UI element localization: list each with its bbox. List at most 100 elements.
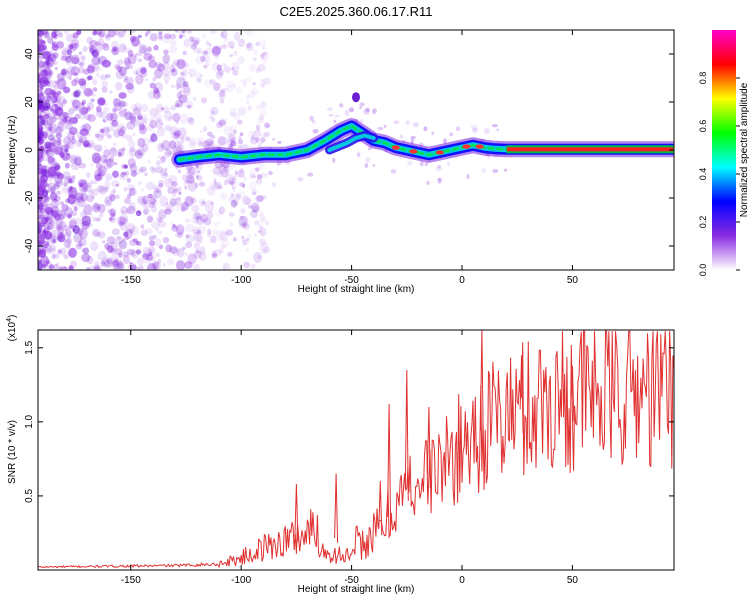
noise-blob <box>47 156 55 164</box>
x-tick-label: -150 <box>121 275 141 286</box>
noise-blob <box>67 185 74 194</box>
noise-blob <box>53 60 58 65</box>
noise-blob <box>104 196 113 207</box>
noise-blob <box>83 143 89 148</box>
noise-blob <box>208 43 213 48</box>
snr-spike <box>479 330 484 452</box>
noise-blob <box>76 132 81 139</box>
noise-blob <box>233 31 241 41</box>
noise-blob <box>42 79 48 85</box>
noise-blob <box>137 118 147 128</box>
noise-blob <box>82 186 88 192</box>
noise-blob <box>113 97 118 102</box>
noise-blob <box>423 126 428 132</box>
noise-blob <box>81 99 86 105</box>
noise-blob <box>118 240 128 250</box>
noise-blob <box>117 127 125 137</box>
noise-blob <box>212 30 217 34</box>
noise-blob <box>57 213 65 221</box>
noise-blob <box>96 185 105 193</box>
noise-blob <box>152 261 161 270</box>
noise-blob <box>249 167 259 175</box>
noise-blob <box>181 30 186 34</box>
noise-blob <box>268 170 273 176</box>
noise-blob <box>169 33 177 40</box>
noise-blob <box>43 123 52 132</box>
noise-blob <box>48 122 58 134</box>
noise-blob <box>38 160 44 170</box>
noise-blob <box>383 124 387 129</box>
noise-blob <box>65 56 73 66</box>
noise-blob <box>65 243 71 248</box>
noise-blob <box>242 195 251 205</box>
noise-blob <box>239 215 244 220</box>
noise-blob <box>56 96 62 102</box>
noise-blob <box>131 250 139 259</box>
noise-blob <box>53 183 60 190</box>
noise-blob <box>38 78 41 83</box>
noise-blob <box>103 107 110 113</box>
noise-blob <box>185 241 193 248</box>
noise-blob <box>119 213 129 222</box>
noise-blob <box>204 200 215 213</box>
noise-blob <box>212 167 222 176</box>
noise-blob <box>185 223 195 233</box>
noise-blob <box>173 59 181 66</box>
noise-blob <box>142 254 147 258</box>
noise-blob <box>66 42 77 53</box>
noise-blob <box>196 215 204 226</box>
noise-blob <box>262 45 266 50</box>
noise-blob <box>62 84 66 89</box>
noise-blob <box>62 113 73 122</box>
noise-blob <box>210 201 214 206</box>
noise-blob <box>198 240 202 244</box>
noise-blob <box>124 111 133 121</box>
noise-blob <box>419 160 424 167</box>
noise-blob <box>58 152 63 157</box>
noise-blob <box>226 179 231 184</box>
noise-blob <box>216 64 222 71</box>
noise-blob <box>240 207 246 214</box>
noise-blob <box>74 77 80 83</box>
noise-blob <box>239 208 246 214</box>
noise-blob <box>45 81 51 87</box>
noise-blob <box>74 89 82 97</box>
noise-blob <box>203 218 212 226</box>
noise-blob <box>115 262 125 270</box>
noise-blob <box>73 90 80 98</box>
noise-blob <box>160 107 165 111</box>
noise-blob <box>57 138 62 144</box>
noise-blob <box>60 201 65 206</box>
noise-blob <box>259 78 266 86</box>
noise-blob <box>110 112 118 122</box>
noise-blob <box>116 59 124 65</box>
noise-blob <box>124 108 127 112</box>
noise-blob <box>60 213 63 217</box>
noise-blob <box>101 80 109 88</box>
noise-blob <box>97 250 107 262</box>
noise-blob <box>70 42 79 51</box>
noise-blob <box>202 140 211 151</box>
noise-blob <box>496 128 500 131</box>
noise-blob <box>55 133 63 140</box>
noise-blob <box>38 48 41 54</box>
noise-blob <box>39 85 44 91</box>
noise-blob <box>115 235 123 245</box>
noise-blob <box>236 56 245 65</box>
noise-blob <box>230 140 237 148</box>
noise-blob <box>87 101 94 111</box>
noise-blob <box>119 172 128 181</box>
noise-blob <box>238 106 247 116</box>
noise-blob <box>38 203 45 211</box>
noise-blob <box>232 236 238 242</box>
noise-blob <box>152 190 163 199</box>
noise-blob <box>159 122 163 126</box>
noise-blob <box>42 102 51 111</box>
noise-blob <box>188 140 196 148</box>
noise-blob <box>163 110 173 121</box>
noise-blob <box>140 188 145 192</box>
noise-blob <box>103 101 108 106</box>
noise-blob <box>68 265 74 270</box>
noise-blob <box>40 175 45 180</box>
noise-blob <box>225 173 234 184</box>
